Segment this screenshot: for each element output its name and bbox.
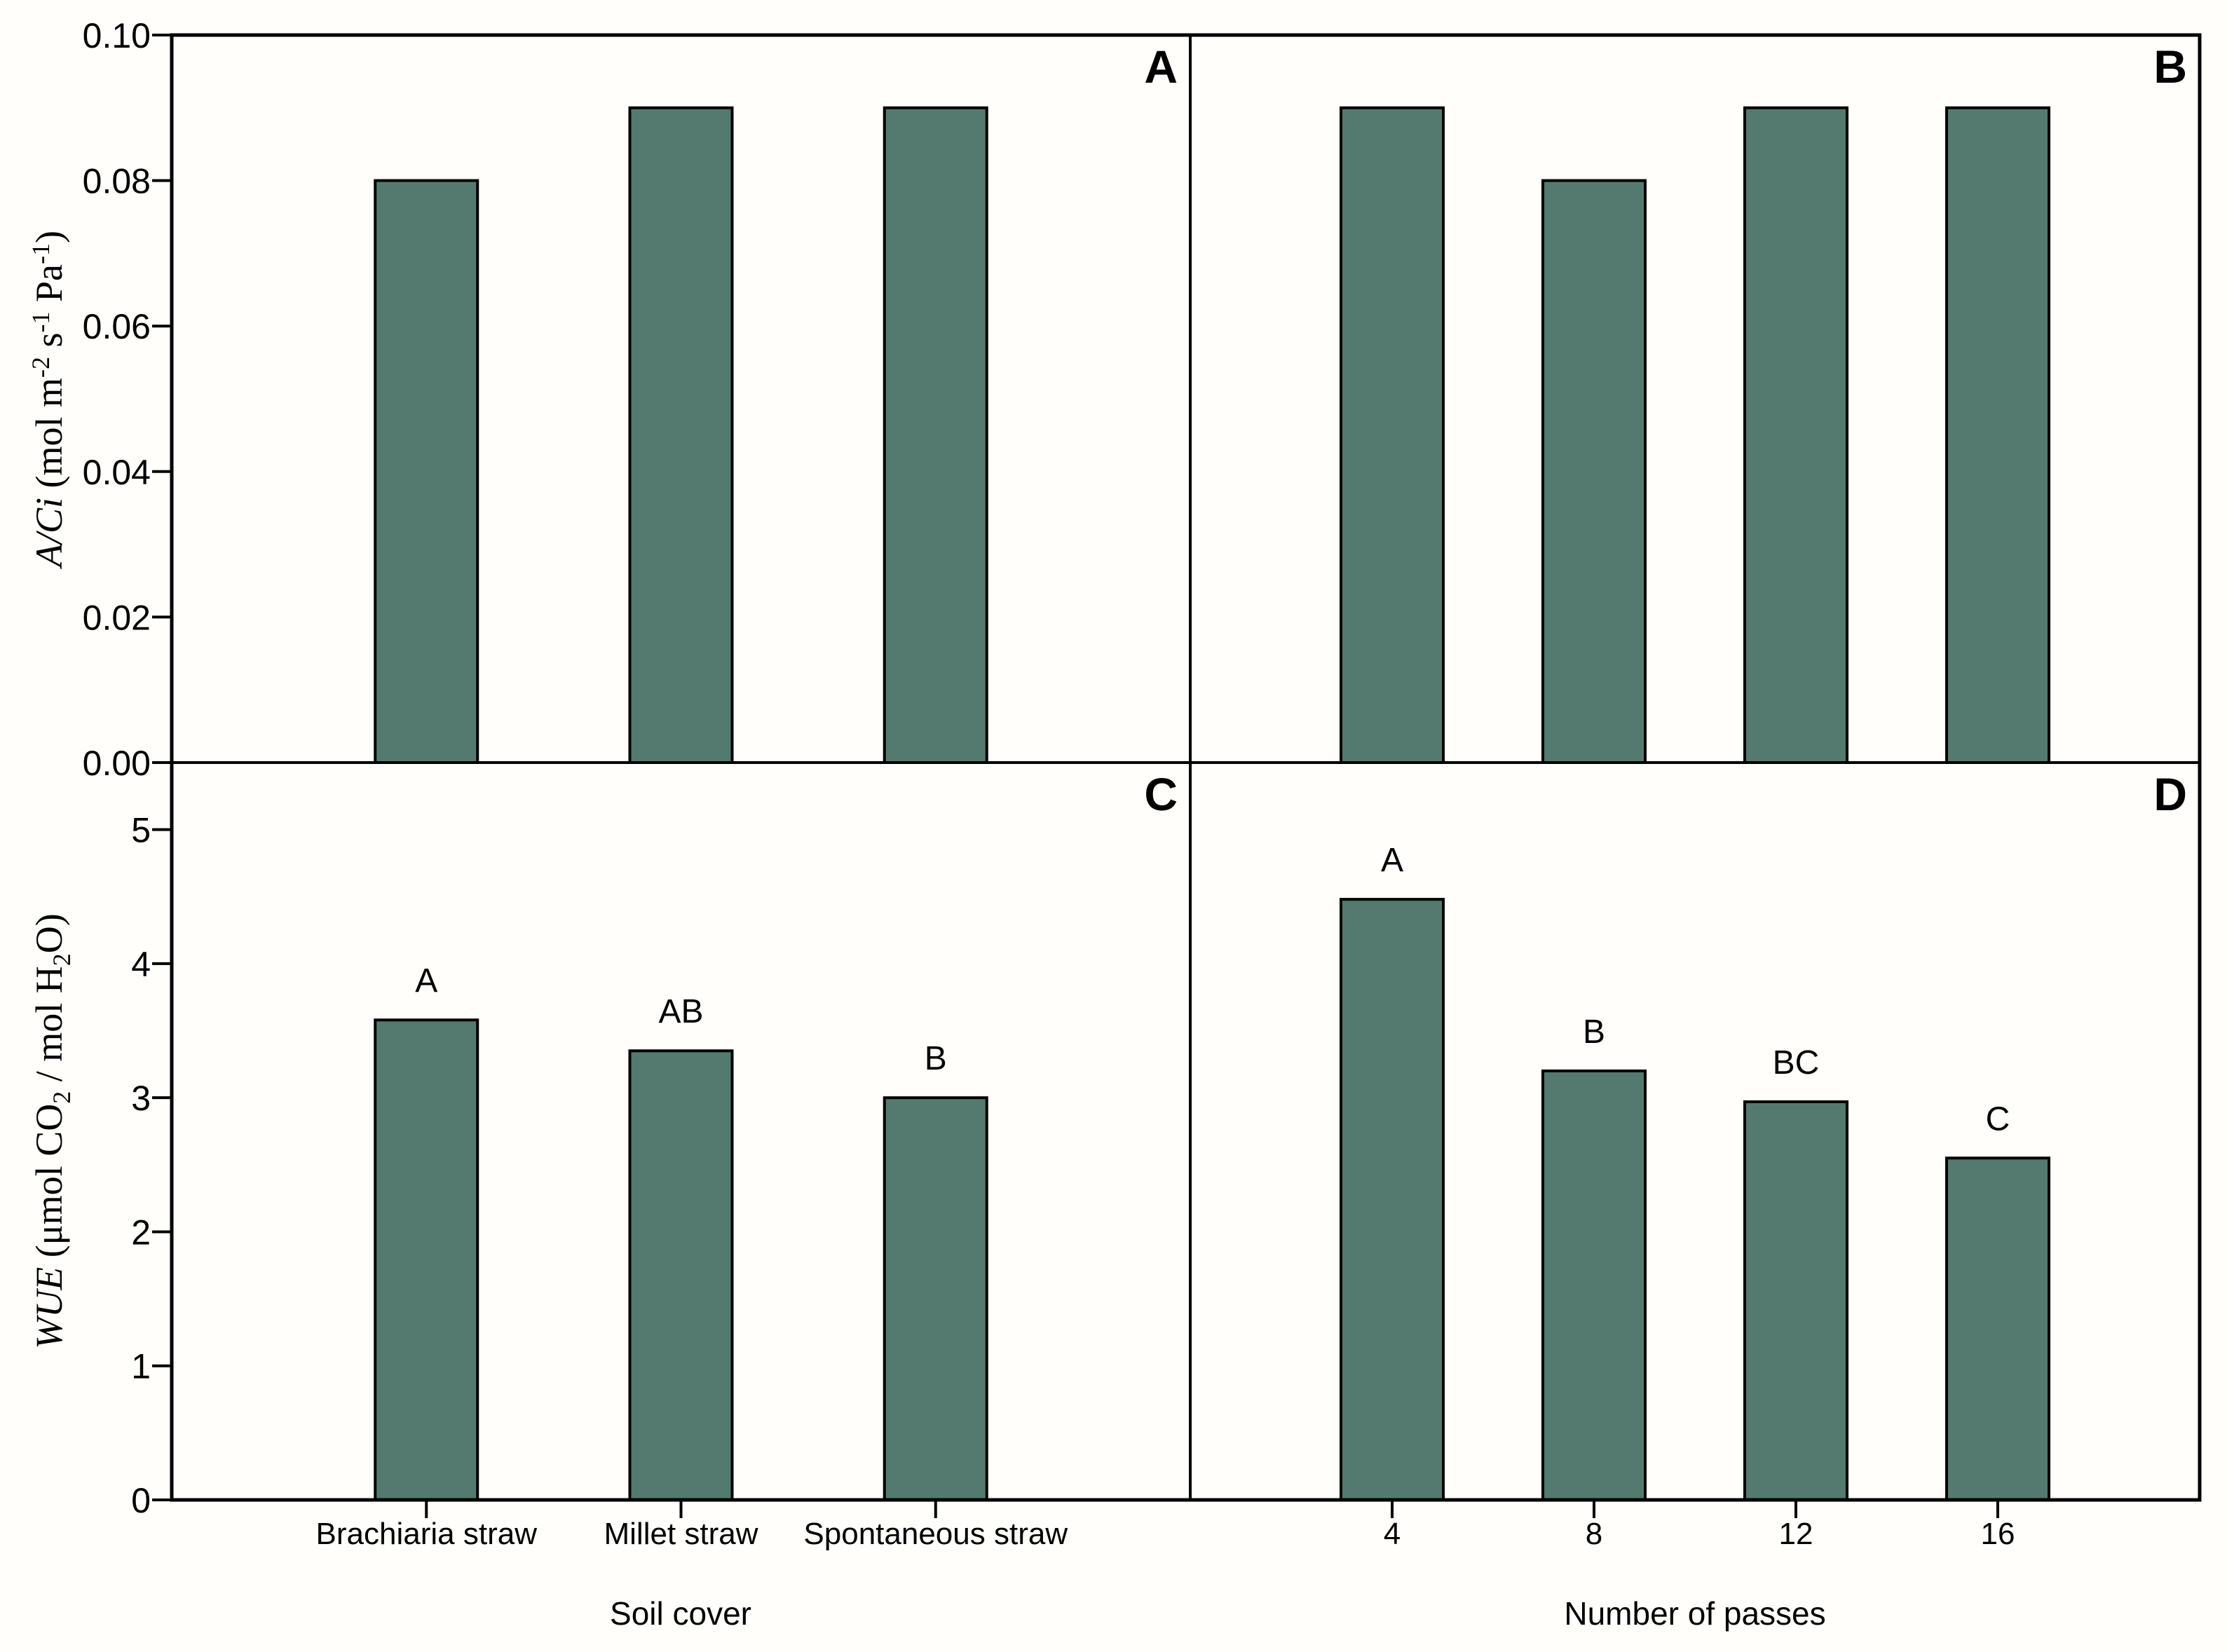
sig-letter-d-4: C <box>1986 1100 2010 1138</box>
bar-b-3 <box>1743 106 1848 765</box>
y-tick-label: 5 <box>131 811 151 850</box>
sig-letter-c-3: B <box>925 1040 947 1077</box>
y-tick-label: 0 <box>131 1481 151 1520</box>
sig-letter-d-3: BC <box>1773 1044 1820 1081</box>
sig-letter-c-1: A <box>415 962 437 999</box>
sig-letter-c-2: AB <box>658 993 703 1030</box>
x-axis-title-number-of-passes: Number of passes <box>1564 1595 1825 1632</box>
bar-d-4 <box>1945 1156 2050 1501</box>
panel-letter-d: D <box>2153 768 2187 820</box>
y-tick-label: 1 <box>131 1347 151 1386</box>
x-category-label: 16 <box>1981 1517 2015 1551</box>
bar-d-2 <box>1541 1069 1647 1501</box>
bar-a-1 <box>374 179 479 765</box>
bar-c-1 <box>374 1018 479 1501</box>
panel-letter-b: B <box>2153 41 2187 93</box>
y-tick-label: 0.02 <box>83 598 151 637</box>
y-tick-label: 0.10 <box>83 16 151 55</box>
y-axis-title-wue: WUE (μmol CO2 / mol H2O) <box>28 913 76 1349</box>
panel-letter-c: C <box>1144 768 1178 820</box>
y-tick-label: 0.00 <box>83 744 151 783</box>
x-category-label: 8 <box>1586 1517 1602 1551</box>
bar-b-2 <box>1541 179 1647 765</box>
y-tick-label: 4 <box>131 945 151 984</box>
bar-a-3 <box>883 106 988 765</box>
tick-labels-layer: 0.10 0.08 0.06 0.04 0.02 0.00 5 4 3 2 1 0 <box>83 16 151 1520</box>
y-axis-title-aci: A/Ci (mol m-2 s-1 Pa-1) <box>27 231 70 569</box>
x-category-label: 4 <box>1384 1517 1401 1551</box>
y-tick-label: 0.08 <box>83 162 151 201</box>
bar-a-2 <box>628 106 734 765</box>
x-category-label: 12 <box>1779 1517 1813 1551</box>
y-tick-label: 2 <box>131 1213 151 1252</box>
category-labels-layer: Brachiaria straw Millet straw Spontaneous … <box>316 1517 2015 1551</box>
bar-d-1 <box>1340 898 1445 1501</box>
bar-b-1 <box>1340 106 1445 765</box>
x-axis-title-soil-cover: Soil cover <box>610 1595 751 1632</box>
y-tick-label: 0.06 <box>83 307 151 346</box>
y-tick-label: 0.04 <box>83 453 151 492</box>
panel-letter-a: A <box>1144 41 1178 93</box>
bar-c-2 <box>628 1049 734 1501</box>
x-category-label: Spontaneous straw <box>803 1517 1068 1551</box>
bar-d-3 <box>1743 1100 1848 1502</box>
sig-letter-d-1: A <box>1381 842 1403 879</box>
plot-frame <box>170 33 2202 1502</box>
bar-c-3 <box>883 1096 988 1501</box>
axes-layer <box>152 33 2202 1518</box>
bar-b-4 <box>1945 106 2050 765</box>
y-tick-label: 3 <box>131 1079 151 1118</box>
sig-letter-d-2: B <box>1583 1013 1605 1051</box>
bars-layer <box>374 106 2050 1502</box>
x-category-label: Brachiaria straw <box>316 1517 538 1551</box>
x-category-label: Millet straw <box>604 1517 758 1551</box>
